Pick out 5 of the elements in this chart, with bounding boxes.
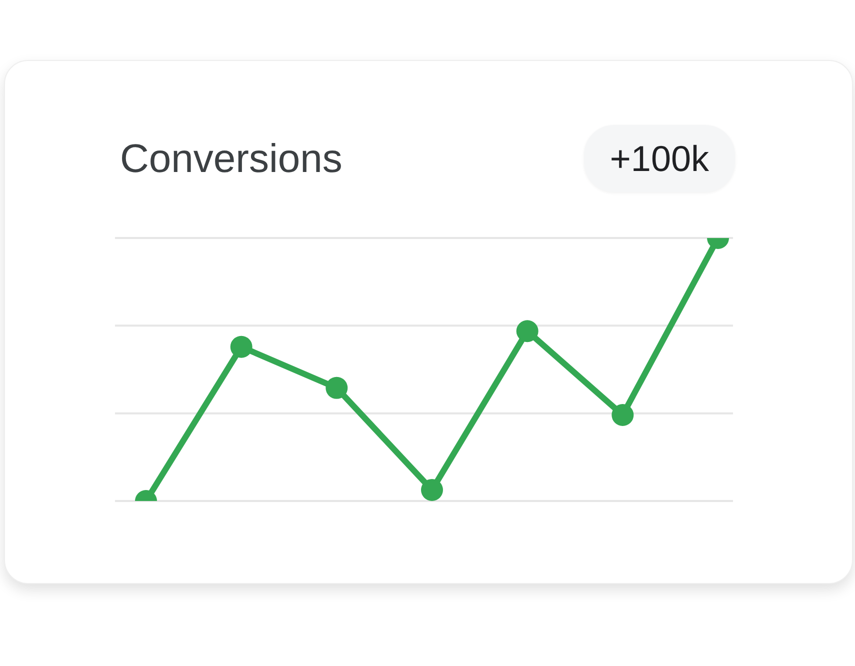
point bbox=[326, 376, 348, 399]
point bbox=[230, 336, 252, 358]
chart-title: Conversions bbox=[120, 136, 342, 183]
point bbox=[516, 320, 538, 342]
text: +100k bbox=[584, 125, 735, 192]
